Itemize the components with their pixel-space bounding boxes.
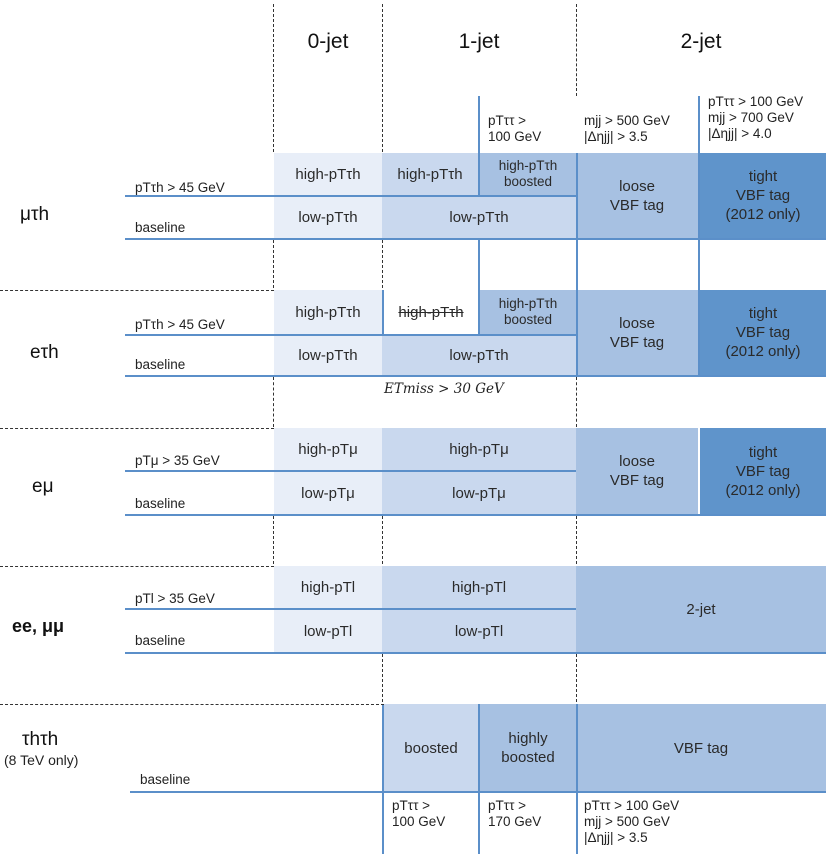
dash-0jet-3 <box>273 516 274 564</box>
etau-0jet-high: high-pTτh <box>274 290 382 334</box>
tight-vbf-divider <box>698 96 700 375</box>
etau-1jet-low: low-pTτh <box>382 336 576 375</box>
etau-1jet-high-removed: high-pTτh <box>398 303 464 321</box>
dash-0jet-1 <box>273 240 274 288</box>
emu-threshold-label: pTμ > 35 GeV <box>135 453 220 468</box>
dash-0jet-top <box>273 4 274 152</box>
tautau-channel-label: τhτh <box>22 729 59 750</box>
separator-ll-tautau <box>0 704 384 705</box>
tautau-note-label: (8 TeV only) <box>4 752 79 768</box>
mutau-baseline-label: baseline <box>135 220 186 235</box>
etau-loose-vbf: loose VBF tag <box>576 290 698 375</box>
header-2-jet: 2-jet <box>680 30 722 53</box>
emu-1jet-high: high-pTμ <box>382 428 576 470</box>
ll-threshold-label: pTl > 35 GeV <box>135 591 215 606</box>
tautau-vbf-divider <box>576 704 578 854</box>
mutau-1jet-boosted: high-pTτh boosted <box>480 153 576 195</box>
header-1-jet: 1-jet <box>458 30 500 53</box>
dash-2jet-4 <box>576 654 577 702</box>
tautau-1jet-divider <box>382 704 384 854</box>
emu-1jet-low: low-pTμ <box>382 472 576 514</box>
emu-baseline-line <box>125 514 826 516</box>
emu-0jet-low: low-pTμ <box>274 472 382 514</box>
etau-threshold-line <box>125 334 576 336</box>
dash-1jet-top <box>382 4 383 152</box>
vbf-divider-upper <box>576 153 578 375</box>
emu-loose-vbf: loose VBF tag <box>576 428 698 514</box>
separator-mutau-etau <box>0 290 274 291</box>
separator-etau-emu <box>0 428 274 429</box>
tautau-boosted-cut-label: pTττ > 100 GeV <box>392 798 446 829</box>
ll-1jet-high: high-pTl <box>382 566 576 608</box>
tautau-highly-boosted-divider <box>478 704 480 854</box>
mutau-baseline-line <box>125 238 826 240</box>
dash-1jet-4 <box>382 654 383 702</box>
ll-1jet-low: low-pTl <box>382 610 576 652</box>
etau-1jet-divider <box>382 290 384 334</box>
mutau-threshold-line <box>125 195 576 197</box>
etau-baseline-label: baseline <box>135 357 186 372</box>
mutau-0jet-low: low-pTτh <box>274 197 382 238</box>
ll-0jet-low: low-pTl <box>274 610 382 652</box>
etau-channel-label: eτh <box>30 342 59 363</box>
ll-2jet: 2-jet <box>576 566 826 652</box>
etau-tight-vbf: tight VBF tag (2012 only) <box>700 290 826 375</box>
emu-tight-vbf: tight VBF tag (2012 only) <box>700 428 826 514</box>
dash-2jet-3 <box>576 516 577 564</box>
tautau-baseline-label: baseline <box>140 772 191 787</box>
ll-channel-label: ee, μμ <box>12 616 65 636</box>
etau-0jet-low: low-pTτh <box>274 336 382 375</box>
loose-vbf-cut-label: mjj > 500 GeV |Δηjj| > 3.5 <box>584 113 670 144</box>
mutau-loose-vbf: loose VBF tag <box>576 153 698 238</box>
dash-2jet-top <box>576 4 577 96</box>
tautau-highly-boosted-cut-label: pTττ > 170 GeV <box>488 798 542 829</box>
tautau-vbf-tag: VBF tag <box>576 704 826 792</box>
etau-baseline-line <box>125 375 826 377</box>
etau-met-cut-label: ETmiss > 30 GeV <box>384 381 504 397</box>
ll-baseline-line <box>125 652 826 654</box>
etau-1jet-boosted: high-pTτh boosted <box>480 290 576 334</box>
emu-threshold-line <box>125 470 576 472</box>
tautau-boosted: boosted <box>384 704 478 792</box>
mutau-channel-label: μτh <box>20 204 50 225</box>
mutau-1jet-high: high-pTτh <box>382 153 478 195</box>
etau-threshold-label: pTτh > 45 GeV <box>135 317 225 332</box>
ll-0jet-high: high-pTl <box>274 566 382 608</box>
tautau-highly-boosted: highly boosted <box>480 704 576 792</box>
emu-channel-label: eμ <box>32 476 54 497</box>
dash-0jet-2 <box>273 377 274 427</box>
emu-0jet-high: high-pTμ <box>274 428 382 470</box>
mutau-boosted-divider <box>478 96 480 195</box>
dash-1jet-3 <box>382 516 383 564</box>
separator-emu-ll <box>0 566 274 567</box>
dash-2jet-2 <box>576 377 577 427</box>
tight-vbf-cut-label: pTττ > 100 GeV mjj > 700 GeV |Δηjj| > 4.… <box>708 94 804 141</box>
boosted-cut-label: pTττ > 100 GeV <box>488 113 542 144</box>
tautau-vbf-cut-label: pTττ > 100 GeV mjj > 500 GeV |Δηjj| > 3.… <box>584 798 680 845</box>
header-0-jet: 0-jet <box>307 30 349 53</box>
mutau-1jet-low: low-pTτh <box>382 197 576 238</box>
ll-baseline-label: baseline <box>135 633 186 648</box>
mutau-threshold-label: pTτh > 45 GeV <box>135 180 225 195</box>
ll-threshold-line <box>125 608 576 610</box>
mutau-tight-vbf: tight VBF tag (2012 only) <box>700 153 826 238</box>
emu-baseline-label: baseline <box>135 496 186 511</box>
dash-1jet-1 <box>382 240 383 288</box>
mutau-0jet-high: high-pTτh <box>274 153 382 195</box>
etau-boosted-divider <box>478 238 480 334</box>
